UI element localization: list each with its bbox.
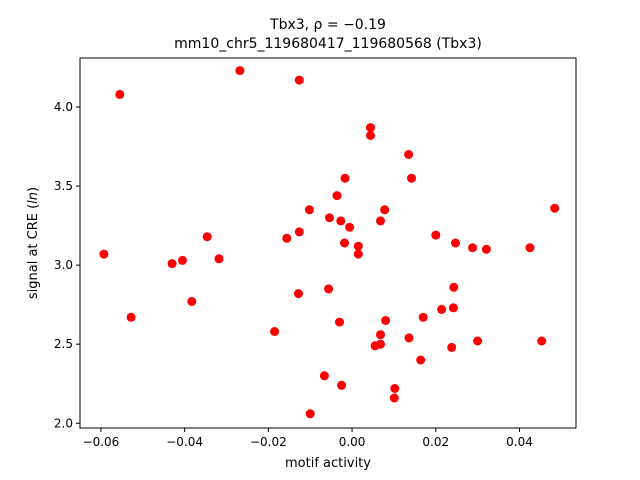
data-point xyxy=(187,297,197,306)
y-axis-label: signal at CRE (ln) xyxy=(26,187,41,299)
data-point xyxy=(407,173,416,183)
data-point xyxy=(235,66,245,76)
data-point xyxy=(340,173,350,183)
data-point xyxy=(416,355,426,365)
data-point xyxy=(404,333,414,343)
x-tick-label: 0.00 xyxy=(339,435,366,449)
data-point xyxy=(270,327,280,336)
data-point xyxy=(437,304,447,314)
data-point xyxy=(353,249,363,259)
data-point xyxy=(366,131,375,140)
data-point xyxy=(451,238,460,248)
data-point xyxy=(167,259,177,269)
y-axis-ticks: 2.0 2.5 3.0 3.5 4.0 xyxy=(54,100,80,430)
data-point xyxy=(418,312,428,322)
data-point xyxy=(340,238,349,248)
x-tick-label: 0.04 xyxy=(506,435,533,449)
data-point xyxy=(337,380,347,390)
data-point xyxy=(294,289,303,299)
data-point xyxy=(468,243,478,253)
data-point xyxy=(376,216,385,226)
data-point xyxy=(178,255,187,265)
data-point xyxy=(390,384,400,393)
x-tick-label: −0.04 xyxy=(166,435,203,449)
data-point xyxy=(370,341,380,351)
x-tick-label: −0.06 xyxy=(83,435,120,449)
data-point xyxy=(99,249,109,259)
data-point xyxy=(447,342,457,352)
data-point xyxy=(332,191,342,201)
data-point xyxy=(481,244,491,254)
data-point xyxy=(319,371,329,381)
data-point xyxy=(325,213,334,223)
chart-title-line1: Tbx3, ρ = −0.19 xyxy=(269,17,386,33)
y-tick-label: 3.0 xyxy=(54,258,73,272)
data-point xyxy=(537,336,547,346)
data-point xyxy=(126,312,136,322)
chart-title-line2: mm10_chr5_119680417_119680568 (Tbx3) xyxy=(174,36,482,52)
data-point xyxy=(304,205,314,215)
data-point xyxy=(345,222,355,232)
data-point xyxy=(115,89,125,99)
data-point xyxy=(366,123,375,133)
data-point xyxy=(282,233,292,243)
y-tick-label: 2.0 xyxy=(54,416,73,430)
data-point xyxy=(305,409,315,419)
data-point xyxy=(404,150,414,159)
data-point xyxy=(353,241,363,251)
plot-frame xyxy=(79,57,577,429)
data-point xyxy=(376,330,385,340)
y-tick-label: 3.5 xyxy=(54,179,73,193)
data-point xyxy=(448,303,458,313)
data-point xyxy=(381,316,391,325)
data-point xyxy=(473,336,483,346)
data-point xyxy=(294,227,304,237)
plot-area xyxy=(80,58,576,428)
x-tick-label: −0.02 xyxy=(250,435,287,449)
data-point xyxy=(335,317,344,327)
data-point xyxy=(202,232,212,242)
data-point xyxy=(389,393,399,403)
data-point xyxy=(324,284,334,294)
data-point xyxy=(525,243,535,253)
x-tick-label: 0.02 xyxy=(422,435,449,449)
data-point xyxy=(449,282,459,292)
y-tick-label: 4.0 xyxy=(54,100,73,114)
data-point xyxy=(214,254,224,264)
data-point xyxy=(380,205,390,215)
y-tick-label: 2.5 xyxy=(54,337,73,351)
x-axis-label: motif activity xyxy=(285,456,371,471)
data-point xyxy=(336,216,346,226)
data-point xyxy=(431,230,441,240)
x-axis-ticks: −0.06 −0.04 −0.02 0.00 0.02 0.04 xyxy=(83,428,533,449)
data-point xyxy=(550,203,560,213)
data-points xyxy=(99,66,560,419)
data-point xyxy=(294,75,304,85)
